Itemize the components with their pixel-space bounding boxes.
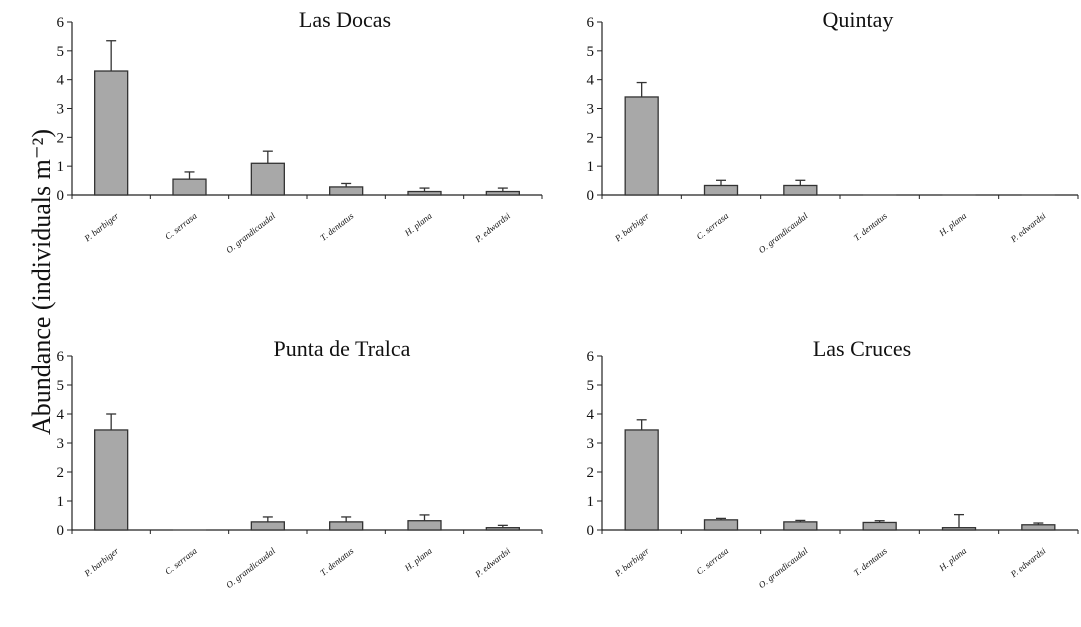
bar bbox=[485, 190, 520, 196]
y-tick-label: 5 bbox=[57, 44, 65, 60]
y-tick-label: 1 bbox=[587, 159, 595, 175]
chart-panel-0: Las Docas 0 1 2 3 4 5 6 P. barbiger C. serrasa O. … bbox=[57, 7, 543, 255]
y-tick-label: 0 bbox=[587, 188, 595, 204]
chart-panel-3: Las Cruces 0 1 2 3 4 5 6 P. barbiger C. serrasa O.… bbox=[587, 336, 1079, 590]
chart-panel-2: Punta de Tralca 0 1 2 3 4 5 6 P. barbiger C. serr… bbox=[57, 336, 543, 590]
bar bbox=[94, 429, 129, 531]
chart-title: Quintay bbox=[823, 7, 894, 32]
x-tick-label: H. plana bbox=[402, 545, 434, 573]
x-tick-label: H. plana bbox=[936, 210, 968, 238]
y-tick-label: 0 bbox=[57, 523, 65, 539]
x-tick-label: H. plana bbox=[936, 545, 968, 573]
y-tick-label: 5 bbox=[587, 378, 595, 394]
bar bbox=[172, 178, 207, 196]
bar bbox=[624, 96, 659, 196]
y-tick-label: 5 bbox=[57, 378, 65, 394]
x-tick-label: P. edwardsi bbox=[1008, 210, 1048, 244]
y-tick-label: 1 bbox=[57, 494, 65, 510]
y-tick-label: 3 bbox=[587, 436, 595, 452]
y-tick-label: 4 bbox=[57, 73, 65, 89]
bar bbox=[485, 527, 520, 531]
x-tick-label: C. serrasa bbox=[163, 210, 199, 241]
y-tick-label: 3 bbox=[57, 436, 65, 452]
bar bbox=[250, 162, 285, 196]
chart-title: Las Docas bbox=[299, 7, 391, 32]
x-tick-label: C. serrasa bbox=[695, 545, 731, 576]
x-tick-label: T. dentatus bbox=[318, 545, 356, 577]
x-tick-label: P. barbiger bbox=[82, 545, 121, 579]
y-tick-label: 2 bbox=[587, 130, 595, 146]
bar bbox=[862, 521, 897, 531]
x-tick-label: P. barbiger bbox=[612, 210, 651, 244]
bar bbox=[94, 70, 129, 196]
chart-panel-1: Quintay 0 1 2 3 4 5 6 P. barbiger C. serrasa O. gr… bbox=[587, 7, 1079, 255]
y-tick-label: 2 bbox=[57, 130, 65, 146]
x-tick-label: H. plana bbox=[402, 210, 434, 238]
y-tick-label: 3 bbox=[587, 102, 595, 118]
chart-title: Punta de Tralca bbox=[274, 336, 411, 361]
y-tick-label: 2 bbox=[587, 465, 595, 481]
bar bbox=[329, 186, 364, 196]
y-tick-label: 3 bbox=[57, 102, 65, 118]
x-tick-label: T. dentatus bbox=[852, 210, 890, 242]
x-tick-label: O. grandicaudal bbox=[224, 545, 277, 590]
x-tick-label: P. edwardsi bbox=[472, 545, 512, 579]
y-tick-label: 1 bbox=[587, 494, 595, 510]
bar bbox=[407, 520, 442, 531]
y-tick-label: 4 bbox=[587, 407, 595, 423]
x-tick-label: P. edwardsi bbox=[472, 210, 512, 244]
bar bbox=[783, 184, 818, 196]
bar bbox=[703, 519, 739, 531]
y-tick-label: 2 bbox=[57, 465, 65, 481]
x-tick-label: P. barbiger bbox=[612, 545, 651, 579]
x-tick-label: P. edwardsi bbox=[1008, 545, 1048, 579]
bar bbox=[407, 190, 442, 196]
y-tick-label: 6 bbox=[587, 15, 595, 31]
x-tick-label: O. grandicaudal bbox=[224, 210, 277, 255]
bar bbox=[250, 521, 285, 531]
chart-title: Las Cruces bbox=[813, 336, 911, 361]
chart-panels: Las Docas 0 1 2 3 4 5 6 P. barbiger C. serrasa O. … bbox=[57, 7, 1079, 590]
x-tick-label: T. dentatus bbox=[852, 545, 890, 577]
x-tick-label: O. grandicaudal bbox=[757, 210, 810, 255]
x-tick-label: C. serrasa bbox=[163, 545, 199, 576]
y-tick-label: 4 bbox=[57, 407, 65, 423]
bar bbox=[941, 527, 977, 531]
y-tick-label: 6 bbox=[57, 349, 65, 365]
x-tick-label: T. dentatus bbox=[318, 210, 356, 242]
bar bbox=[783, 521, 818, 531]
y-tick-label: 4 bbox=[587, 73, 595, 89]
y-axis-label: Abundance (individuals m⁻²) bbox=[27, 129, 56, 435]
bar bbox=[1021, 524, 1056, 531]
y-tick-label: 6 bbox=[57, 15, 65, 31]
y-tick-label: 0 bbox=[57, 188, 65, 204]
bar bbox=[624, 429, 659, 531]
x-tick-label: O. grandicaudal bbox=[757, 545, 810, 590]
bar bbox=[329, 521, 364, 531]
y-tick-label: 1 bbox=[57, 159, 65, 175]
y-tick-label: 5 bbox=[587, 44, 595, 60]
bar bbox=[703, 184, 739, 196]
x-tick-label: C. serrasa bbox=[695, 210, 731, 241]
y-tick-label: 0 bbox=[587, 523, 595, 539]
y-tick-label: 6 bbox=[587, 349, 595, 365]
x-tick-label: P. barbiger bbox=[82, 210, 121, 244]
